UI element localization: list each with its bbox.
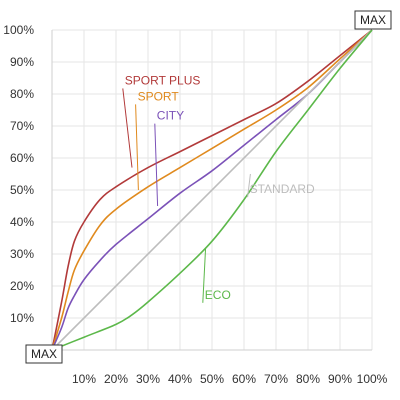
x-tick-label: 70% <box>264 372 288 386</box>
series-line-eco <box>51 29 373 351</box>
series-labels: SPORT PLUS SPORT CITY STANDARD ECO <box>122 73 315 303</box>
max-label-top-right-text: MAX <box>360 13 386 27</box>
x-tick-label: 100% <box>357 372 388 386</box>
y-tick-label: 60% <box>10 151 34 165</box>
x-tick-label: 90% <box>328 372 352 386</box>
series-lines <box>51 29 373 351</box>
x-tick-label: 60% <box>232 372 256 386</box>
leader-line-sport-plus <box>122 88 133 168</box>
max-label-top-right: MAX <box>354 10 392 30</box>
leader-line-eco <box>202 247 207 303</box>
y-tick-label: 40% <box>10 215 34 229</box>
series-line-sport-plus <box>51 29 373 351</box>
series-label-standard: STANDARD <box>250 182 315 196</box>
y-tick-label: 100% <box>3 23 34 37</box>
series-label-city: CITY <box>157 109 184 123</box>
x-tick-label: 80% <box>296 372 320 386</box>
series-line-sport <box>51 29 373 351</box>
y-tick-label: 30% <box>10 247 34 261</box>
series-label-eco: ECO <box>205 288 231 302</box>
max-label-origin: MAX <box>25 344 63 364</box>
series-label-sport-plus: SPORT PLUS <box>125 73 201 87</box>
y-tick-label: 10% <box>10 311 34 325</box>
y-tick-label: 50% <box>10 183 34 197</box>
y-tick-label: 20% <box>10 279 34 293</box>
x-tick-label: 40% <box>168 372 192 386</box>
series-line-city <box>51 29 373 351</box>
leader-line-city <box>154 123 159 207</box>
x-tick-label: 20% <box>104 372 128 386</box>
y-tick-label: 80% <box>10 87 34 101</box>
axes: 10% 20% 30% 40% 50% 60% 70% 80% 90% 100% 10% 20% 30%… <box>3 23 387 386</box>
y-tick-label: 70% <box>10 119 34 133</box>
corner-labels: MAX MAX <box>25 10 392 364</box>
y-tick-label: 90% <box>10 55 34 69</box>
series-line-standard <box>51 29 373 351</box>
leader-line-sport <box>135 104 139 191</box>
x-tick-label: 50% <box>200 372 224 386</box>
leader-line-standard <box>247 173 251 198</box>
max-label-origin-text: MAX <box>31 347 57 361</box>
x-tick-label: 10% <box>72 372 96 386</box>
series-label-sport: SPORT <box>138 89 180 103</box>
x-tick-label: 30% <box>136 372 160 386</box>
